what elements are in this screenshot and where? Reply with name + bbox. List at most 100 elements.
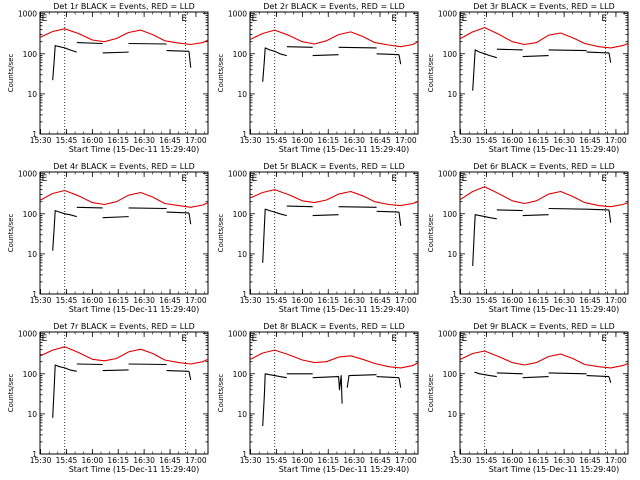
- y-tick-label: 1000: [438, 330, 457, 339]
- events-series-line: [102, 369, 129, 372]
- y-tick-label: 10: [27, 90, 37, 99]
- x-tick-label: 15:30: [450, 136, 472, 145]
- events-series-line: [548, 207, 587, 210]
- x-tick-label: 16:45: [369, 456, 391, 465]
- y-tick-label: 1000: [18, 10, 37, 19]
- y-tick-label: 10: [237, 250, 247, 259]
- events-series-line: [102, 216, 129, 219]
- y-tick-label: 1: [32, 450, 37, 459]
- x-axis-label: Start Time (15-Dec-11 15:29:40): [489, 465, 620, 474]
- x-tick-label: 17:00: [605, 136, 627, 145]
- events-series-line: [398, 54, 402, 65]
- lld-series-line: [40, 189, 209, 208]
- x-axis-label: Start Time (15-Dec-11 15:29:40): [69, 465, 200, 474]
- events-series-line: [76, 42, 103, 45]
- event-marker-label: E: [252, 174, 258, 184]
- plot-frame: [39, 331, 209, 455]
- plot-frame: [249, 171, 419, 295]
- panel-title: Det 4r BLACK = Events, RED = LLD: [53, 162, 195, 171]
- panel-5: Det 5r BLACK = Events, RED = LLD 1 10 100 10…: [217, 162, 419, 314]
- y-tick-label: 1: [32, 130, 37, 139]
- events-series-line: [398, 377, 402, 388]
- x-tick-label: 16:15: [107, 296, 129, 305]
- x-tick-label: 16:45: [159, 456, 181, 465]
- events-series-line: [128, 363, 167, 366]
- x-tick-label: 15:45: [476, 296, 498, 305]
- x-tick-label: 16:45: [369, 136, 391, 145]
- event-marker-label: E: [391, 334, 397, 344]
- x-tick-label: 15:30: [30, 136, 52, 145]
- events-series-line: [312, 375, 343, 404]
- x-tick-label: 16:30: [553, 296, 575, 305]
- y-tick-label: 1: [242, 290, 247, 299]
- events-series-line: [166, 211, 190, 214]
- x-tick-label: 16:30: [553, 136, 575, 145]
- events-series-line: [586, 51, 610, 54]
- y-tick-label: 1000: [438, 170, 457, 179]
- lld-series-line: [460, 350, 629, 369]
- events-series-line: [472, 49, 497, 91]
- event-marker-label: E: [601, 14, 607, 24]
- x-tick-label: 16:30: [133, 296, 155, 305]
- x-tick-label: 16:15: [107, 456, 129, 465]
- events-series-line: [608, 376, 612, 383]
- events-series-line: [398, 212, 402, 226]
- y-tick-label: 1000: [228, 330, 247, 339]
- y-axis-label: Counts/sec: [217, 374, 225, 413]
- panel-3: Det 3r BLACK = Events, RED = LLD 1 10 100 10…: [427, 2, 629, 154]
- y-tick-label: 1000: [18, 330, 37, 339]
- x-tick-label: 17:00: [185, 456, 207, 465]
- y-tick-label: 10: [27, 410, 37, 419]
- events-series-line: [166, 370, 190, 372]
- event-marker-label: E: [42, 14, 48, 24]
- panel-title: Det 3r BLACK = Events, RED = LLD: [473, 2, 615, 11]
- lld-series-line: [250, 29, 419, 48]
- x-tick-label: 15:30: [30, 296, 52, 305]
- lld-series-line: [460, 186, 629, 208]
- events-series-line: [128, 42, 167, 45]
- y-tick-label: 100: [23, 210, 38, 219]
- x-tick-label: 15:45: [56, 136, 78, 145]
- x-tick-label: 15:30: [450, 296, 472, 305]
- events-series-line: [338, 46, 377, 49]
- x-tick-label: 16:45: [579, 296, 601, 305]
- panel-1: Det 1r BLACK = Events, RED = LLD 1 10 100 10…: [7, 2, 209, 154]
- x-tick-label: 17:00: [185, 296, 207, 305]
- y-tick-label: 100: [443, 370, 458, 379]
- x-tick-label: 16:00: [82, 296, 104, 305]
- events-series-line: [376, 53, 400, 56]
- x-tick-label: 15:45: [476, 456, 498, 465]
- event-marker-label: E: [601, 174, 607, 184]
- plot-frame: [459, 11, 629, 135]
- events-series-line: [312, 54, 339, 57]
- x-tick-label: 15:45: [266, 456, 288, 465]
- x-tick-label: 16:00: [292, 296, 314, 305]
- event-marker-label: E: [462, 334, 468, 344]
- y-tick-label: 100: [233, 50, 248, 59]
- x-tick-label: 17:00: [185, 136, 207, 145]
- events-series-line: [286, 205, 313, 208]
- x-tick-label: 16:15: [317, 296, 339, 305]
- y-tick-label: 1: [32, 290, 37, 299]
- x-tick-label: 16:30: [133, 456, 155, 465]
- events-series-line: [76, 363, 103, 366]
- panel-title: Det 5r BLACK = Events, RED = LLD: [263, 162, 405, 171]
- panel-title: Det 1r BLACK = Events, RED = LLD: [53, 2, 195, 11]
- x-tick-label: 15:45: [266, 136, 288, 145]
- plot-frame: [459, 171, 629, 295]
- event-marker-label: E: [252, 14, 258, 24]
- x-tick-label: 16:45: [579, 136, 601, 145]
- events-series-line: [262, 373, 287, 427]
- x-tick-label: 15:30: [450, 456, 472, 465]
- y-axis-label: Counts/sec: [427, 214, 435, 253]
- y-axis-label: Counts/sec: [427, 374, 435, 413]
- y-tick-label: 100: [443, 50, 458, 59]
- y-tick-label: 1: [452, 130, 457, 139]
- event-marker-label: E: [391, 14, 397, 24]
- panel-9: Det 9r BLACK = Events, RED = LLD 1 10 100 10…: [427, 322, 629, 474]
- x-tick-label: 16:30: [343, 456, 365, 465]
- plot-frame: [39, 171, 209, 295]
- event-marker-label: E: [181, 334, 187, 344]
- event-marker-label: E: [181, 14, 187, 24]
